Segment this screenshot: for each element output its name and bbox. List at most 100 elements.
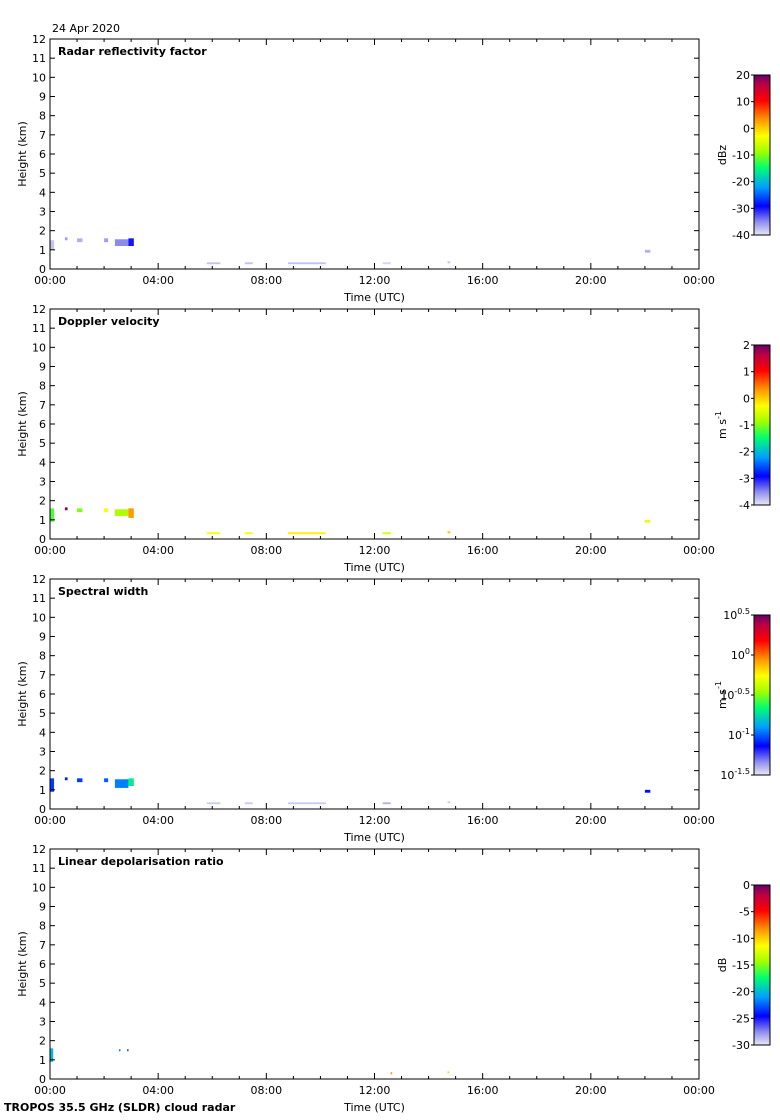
colorbar-tick-label: 100.5 bbox=[723, 607, 750, 622]
colorbar-tick-label: 100 bbox=[731, 647, 750, 662]
y-tick-label: 8 bbox=[39, 920, 46, 933]
echo-cell bbox=[104, 778, 109, 783]
panel-title: Radar reflectivity factor bbox=[58, 45, 207, 58]
y-tick-label: 4 bbox=[39, 996, 46, 1009]
x-tick-label: 20:00 bbox=[575, 274, 607, 287]
y-tick-label: 4 bbox=[39, 456, 46, 469]
colorbar-tick-label: 0 bbox=[743, 879, 750, 892]
y-tick-label: 0 bbox=[39, 1073, 46, 1086]
y-tick-label: 3 bbox=[39, 476, 46, 489]
y-tick-label: 5 bbox=[39, 707, 46, 720]
x-tick-label: 00:00 bbox=[683, 814, 715, 827]
y-tick-label: 1 bbox=[39, 514, 46, 527]
y-tick-label: 12 bbox=[32, 573, 46, 586]
colorbar-tick-label: -30 bbox=[732, 202, 750, 215]
panel-title: Doppler velocity bbox=[58, 315, 160, 328]
y-tick-label: 3 bbox=[39, 206, 46, 219]
x-tick-label: 04:00 bbox=[142, 1084, 174, 1097]
y-tick-label: 7 bbox=[39, 939, 46, 952]
colorbar-tick-label: -10 bbox=[732, 149, 750, 162]
echo-cell bbox=[244, 262, 253, 265]
y-axis-label: Height (km) bbox=[16, 121, 29, 187]
colorbar-tick-label: 0 bbox=[743, 392, 750, 405]
x-tick-label: 00:00 bbox=[683, 274, 715, 287]
x-tick-label: 00:00 bbox=[34, 544, 66, 557]
colorbar bbox=[753, 74, 771, 236]
colorbar-unit-label: m s-1 bbox=[714, 681, 729, 709]
y-tick-label: 3 bbox=[39, 1016, 46, 1029]
y-tick-label: 7 bbox=[39, 669, 46, 682]
y-tick-label: 2 bbox=[39, 495, 46, 508]
x-tick-label: 08:00 bbox=[250, 274, 282, 287]
echo-cell bbox=[128, 778, 134, 786]
y-tick-label: 9 bbox=[39, 631, 46, 644]
echo-cell bbox=[77, 508, 83, 513]
y-tick-label: 2 bbox=[39, 1035, 46, 1048]
x-tick-label: 00:00 bbox=[683, 1084, 715, 1097]
echo-cell bbox=[77, 778, 83, 783]
y-tick-label: 10 bbox=[32, 881, 46, 894]
y-tick-label: 0 bbox=[39, 263, 46, 276]
y-axis-label: Height (km) bbox=[16, 931, 29, 997]
y-tick-label: 6 bbox=[39, 688, 46, 701]
echo-cell bbox=[244, 802, 253, 805]
echo-cell bbox=[644, 249, 651, 253]
colorbar-tick-label: 20 bbox=[736, 69, 750, 82]
colorbar bbox=[753, 344, 771, 506]
y-tick-label: 2 bbox=[39, 225, 46, 238]
x-tick-label: 04:00 bbox=[142, 274, 174, 287]
colorbar-tick-label: -1 bbox=[739, 419, 750, 432]
x-tick-label: 16:00 bbox=[467, 1084, 499, 1097]
y-tick-label: 9 bbox=[39, 361, 46, 374]
y-tick-label: 4 bbox=[39, 186, 46, 199]
y-tick-label: 12 bbox=[32, 33, 46, 46]
colorbar-tick-label: 10-1 bbox=[728, 727, 750, 742]
y-tick-label: 10 bbox=[32, 71, 46, 84]
plot-frame bbox=[49, 848, 700, 1080]
echo-cell bbox=[287, 532, 326, 535]
echo-cell bbox=[382, 532, 391, 535]
echo-cell bbox=[114, 239, 129, 246]
colorbar-tick-label: 10-1.5 bbox=[720, 767, 750, 782]
y-tick-label: 7 bbox=[39, 129, 46, 142]
echo-cell bbox=[77, 238, 83, 243]
y-tick-label: 5 bbox=[39, 167, 46, 180]
x-tick-label: 16:00 bbox=[467, 544, 499, 557]
panel-title: Linear depolarisation ratio bbox=[58, 855, 224, 868]
colorbar-tick-label: 0 bbox=[743, 122, 750, 135]
x-tick-label: 20:00 bbox=[575, 814, 607, 827]
colorbar-tick-label: 2 bbox=[743, 339, 750, 352]
echo-cell bbox=[244, 532, 253, 535]
colorbar-tick-label: -15 bbox=[732, 959, 750, 972]
y-tick-label: 8 bbox=[39, 380, 46, 393]
y-tick-label: 6 bbox=[39, 148, 46, 161]
echo-cell bbox=[114, 509, 129, 516]
echo-cell bbox=[447, 261, 451, 264]
echo-cell bbox=[390, 1072, 393, 1075]
plot-frame bbox=[49, 38, 700, 270]
echo-cell bbox=[104, 508, 109, 513]
colorbar-tick-label: -4 bbox=[739, 499, 750, 512]
echo-cell bbox=[50, 508, 55, 522]
y-tick-label: 0 bbox=[39, 803, 46, 816]
echo-cell bbox=[118, 1049, 121, 1052]
colorbar-unit-label: dB bbox=[716, 958, 729, 973]
colorbar-tick-label: 10 bbox=[736, 96, 750, 109]
x-tick-label: 16:00 bbox=[467, 274, 499, 287]
echo-cell bbox=[128, 238, 134, 246]
colorbar bbox=[753, 884, 771, 1046]
echo-cell bbox=[50, 240, 55, 250]
x-tick-label: 00:00 bbox=[34, 814, 66, 827]
y-tick-label: 1 bbox=[39, 244, 46, 257]
x-tick-label: 12:00 bbox=[359, 1084, 391, 1097]
x-axis-label: Time (UTC) bbox=[343, 291, 405, 304]
colorbar-tick-label: -20 bbox=[732, 986, 750, 999]
instrument-footer: TROPOS 35.5 GHz (SLDR) cloud radar bbox=[4, 1101, 236, 1114]
x-tick-label: 04:00 bbox=[142, 544, 174, 557]
y-axis-label: Height (km) bbox=[16, 661, 29, 727]
y-tick-label: 5 bbox=[39, 977, 46, 990]
